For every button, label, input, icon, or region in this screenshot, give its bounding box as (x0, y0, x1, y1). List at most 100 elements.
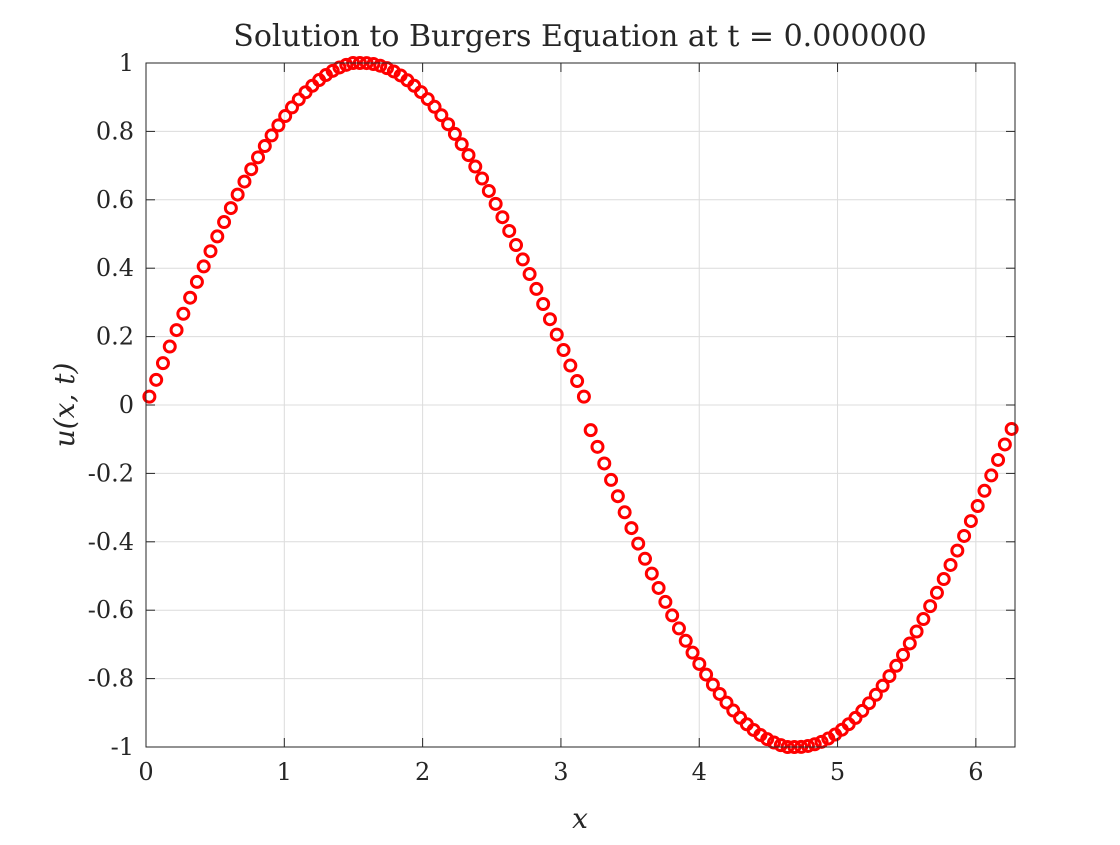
data-point-marker (923, 599, 938, 614)
data-point-marker (617, 505, 632, 520)
data-point-marker (882, 669, 897, 684)
data-point-marker (909, 624, 924, 639)
data-point-marker (597, 456, 612, 471)
data-point-marker (149, 372, 164, 387)
data-point-marker (339, 57, 354, 72)
chart-title: Solution to Burgers Equation at t = 0.00… (233, 19, 926, 54)
data-point-marker (563, 358, 578, 373)
data-point-marker (631, 536, 646, 551)
data-point-marker (481, 183, 496, 198)
data-point-marker (604, 472, 619, 487)
x-tick-label: 5 (830, 758, 845, 786)
y-axis-label: u(x, t) (48, 363, 81, 448)
y-tick-label: -0.6 (88, 596, 134, 624)
data-point-marker (475, 171, 490, 186)
data-point-marker (800, 738, 815, 753)
data-point-marker (251, 150, 266, 165)
x-tick-label: 3 (553, 758, 568, 786)
data-point-marker (984, 468, 999, 483)
data-point-marker (244, 162, 259, 177)
data-point-marker (943, 557, 958, 572)
data-point-marker (868, 687, 883, 702)
data-point-marker (760, 732, 775, 747)
data-point-marker (583, 423, 598, 438)
data-point-marker (719, 695, 734, 710)
data-point-marker (665, 608, 680, 623)
data-point-marker (896, 647, 911, 662)
data-point-marker (902, 636, 917, 651)
data-point-marker (862, 696, 877, 711)
data-point-marker (237, 174, 252, 189)
data-point-marker (284, 100, 299, 115)
data-point-marker (522, 267, 537, 282)
data-point-marker (162, 339, 177, 354)
data-point-marker (189, 274, 204, 289)
data-point-marker (420, 92, 435, 107)
data-point-marker (468, 159, 483, 174)
data-point-marker (970, 498, 985, 513)
data-point-marker (638, 551, 653, 566)
data-point-marker (176, 306, 191, 321)
data-point-marker (257, 139, 272, 154)
data-point-marker (542, 312, 557, 327)
data-point-marker (217, 215, 232, 230)
data-point-marker (916, 612, 931, 627)
data-point-marker (576, 389, 591, 404)
data-point-marker (590, 439, 605, 454)
data-point-marker (502, 223, 517, 238)
data-point-marker (685, 645, 700, 660)
data-point-marker (488, 196, 503, 211)
data-point-marker (658, 594, 673, 609)
data-point-marker (434, 108, 449, 123)
data-layer (142, 56, 1019, 754)
data-point-marker (570, 374, 585, 389)
data-point-marker (705, 677, 720, 692)
x-axis-label: x (572, 802, 588, 835)
data-point-marker (155, 356, 170, 371)
data-point-marker (271, 118, 286, 133)
y-tick-label: 1 (119, 49, 134, 77)
data-point-marker (536, 297, 551, 312)
data-point-marker (278, 109, 293, 124)
data-point-marker (366, 57, 381, 72)
data-point-marker (671, 621, 686, 636)
data-point-marker (142, 389, 157, 404)
data-point-marker (699, 667, 714, 682)
data-point-marker (692, 656, 707, 671)
data-point-marker (556, 343, 571, 358)
data-point-marker (610, 489, 625, 504)
data-point-marker (644, 566, 659, 581)
data-point-marker (509, 238, 524, 253)
data-point-marker (447, 126, 462, 141)
y-tick-label: 0 (119, 391, 134, 419)
data-point-marker (515, 252, 530, 267)
x-tick-label: 0 (138, 758, 153, 786)
data-point-marker (889, 658, 904, 673)
data-point-marker (957, 528, 972, 543)
data-point-marker (726, 703, 741, 718)
data-point-marker (678, 633, 693, 648)
y-tick-label: 0.4 (96, 254, 134, 282)
data-point-marker (495, 210, 510, 225)
data-point-marker (712, 686, 727, 701)
x-tick-label: 2 (415, 758, 430, 786)
data-point-marker (767, 735, 782, 750)
y-tick-label: -0.2 (88, 459, 134, 487)
data-point-marker (291, 92, 306, 107)
data-point-marker (196, 259, 211, 274)
y-tick-label: -0.4 (88, 528, 134, 556)
data-point-marker (223, 201, 238, 216)
data-point-marker (773, 738, 788, 753)
y-tick-label: -0.8 (88, 665, 134, 693)
data-point-marker (454, 137, 469, 152)
data-point-marker (991, 452, 1006, 467)
data-point-marker (325, 63, 340, 78)
y-tick-label: 0.6 (96, 186, 134, 214)
data-point-marker (373, 58, 388, 73)
data-point-marker (461, 148, 476, 163)
x-tick-label: 4 (692, 758, 707, 786)
data-point-marker (624, 521, 639, 536)
y-tick-label: 0.2 (96, 323, 134, 351)
data-point-marker (651, 580, 666, 595)
